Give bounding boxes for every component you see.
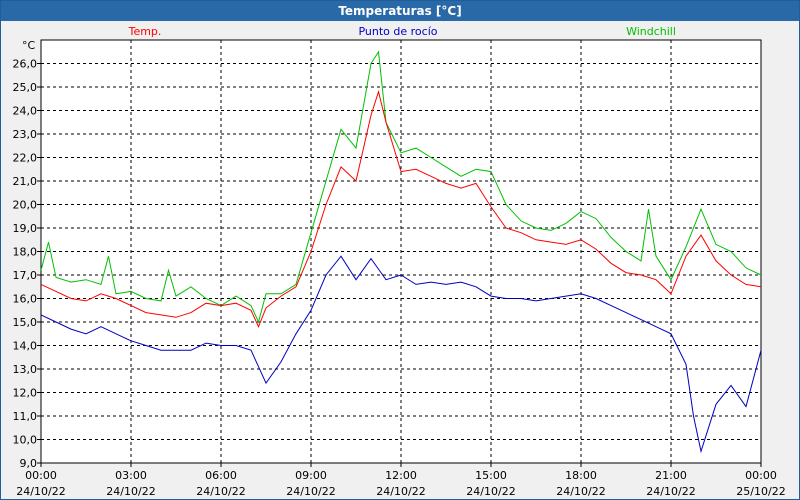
x-tick-date: 24/10/22 xyxy=(646,485,695,498)
x-tick-date: 24/10/22 xyxy=(106,485,155,498)
y-tick-label: 11,0 xyxy=(13,410,38,423)
series-line-0 xyxy=(40,89,762,328)
x-tick-date: 24/10/22 xyxy=(556,485,605,498)
y-tick-label: 22,0 xyxy=(13,152,38,165)
x-tick-time: 03:00 xyxy=(115,469,147,482)
y-tick-label: 19,0 xyxy=(13,222,38,235)
y-tick-label: 26,0 xyxy=(13,58,38,71)
y-tick-label: 13,0 xyxy=(13,363,38,376)
x-tick-time: 12:00 xyxy=(385,469,417,482)
series-lines xyxy=(40,50,762,454)
x-tick-date: 24/10/22 xyxy=(286,485,335,498)
x-tick-time: 00:00 xyxy=(745,469,777,482)
y-tick-label: 17,0 xyxy=(13,269,38,282)
y-tick-label: 18,0 xyxy=(13,246,38,259)
y-axis-ticks: 9,0 10,0 11,0 12,0 13,0 14,0 15,0 16,0 17,0 18,0 1… xyxy=(13,58,41,470)
y-tick-label: 23,0 xyxy=(13,128,38,141)
y-tick-label: 24,0 xyxy=(13,105,38,118)
y-tick-label: 25,0 xyxy=(13,81,38,94)
x-tick-date: 24/10/22 xyxy=(16,485,65,498)
window-title: Temperaturas [°C] xyxy=(1,1,799,21)
x-tick-date: 24/10/22 xyxy=(196,485,245,498)
y-tick-label: 21,0 xyxy=(13,175,38,188)
series-line-1 xyxy=(40,255,762,454)
x-tick-time: 15:00 xyxy=(475,469,507,482)
legend-windchill: Windchill xyxy=(626,25,676,38)
x-tick-time: 09:00 xyxy=(295,469,327,482)
y-tick-label: 14,0 xyxy=(13,340,38,353)
y-tick-label: 15,0 xyxy=(13,316,38,329)
series-line-2 xyxy=(40,50,762,324)
legend-temp: Temp. xyxy=(128,25,162,38)
y-tick-label: 16,0 xyxy=(13,293,38,306)
y-tick-label: 10,0 xyxy=(13,434,38,447)
y-tick-label: 20,0 xyxy=(13,199,38,212)
y-tick-label: 9,0 xyxy=(20,457,38,470)
legend-dew-point: Punto de rocío xyxy=(358,25,437,38)
x-tick-date: 25/10/22 xyxy=(736,485,785,498)
x-tick-time: 06:00 xyxy=(205,469,237,482)
x-axis-ticks: 00:00 24/10/22 03:00 24/10/22 06:00 24/10/22 0… xyxy=(16,463,786,498)
x-tick-date: 24/10/22 xyxy=(466,485,515,498)
y-tick-label: 12,0 xyxy=(13,387,38,400)
x-tick-time: 18:00 xyxy=(565,469,597,482)
y-axis-unit: °C xyxy=(22,39,36,52)
x-tick-time: 00:00 xyxy=(25,469,57,482)
x-tick-time: 21:00 xyxy=(655,469,687,482)
x-tick-date: 24/10/22 xyxy=(376,485,425,498)
